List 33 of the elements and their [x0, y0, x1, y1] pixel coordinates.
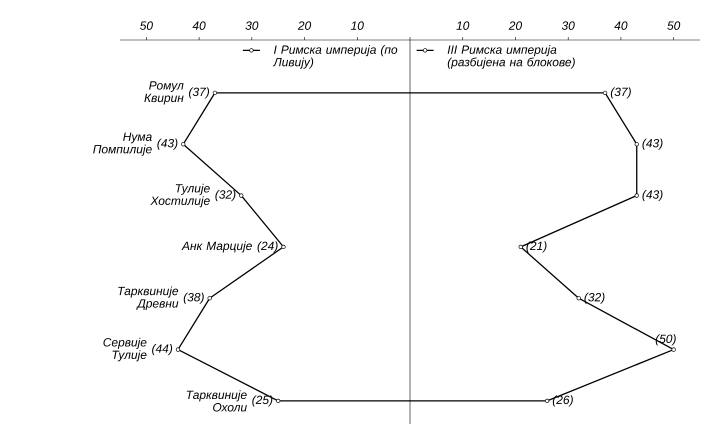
data-label: (32) — [215, 190, 236, 202]
x-tick-label: 30 — [245, 21, 258, 30]
data-label: (21) — [526, 241, 546, 252]
x-tick-label: 10 — [350, 21, 364, 30]
x-tick-label: 50 — [140, 21, 153, 30]
data-label: (44) — [152, 344, 172, 356]
y-tick-label: Тарквиније Древни — [118, 286, 178, 310]
data-label: (43) — [642, 190, 662, 202]
x-tick-label: 50 — [667, 21, 680, 30]
data-label: (24) — [258, 241, 278, 252]
data-label: (26) — [552, 395, 573, 406]
x-tick-label: 40 — [614, 21, 628, 30]
legend-label: III Римска империја (разбијена на блокове) — [448, 45, 575, 69]
x-tick-label: 40 — [192, 21, 206, 30]
y-tick-label: Анк Марције — [181, 241, 252, 252]
data-label: (32) — [584, 292, 604, 304]
data-label: (43) — [642, 138, 662, 150]
y-tick-label: Нума Помпилије — [93, 132, 152, 156]
x-tick-label: 10 — [456, 21, 470, 30]
y-tick-label: Тарквиније Охоли — [186, 390, 247, 412]
y-tick-label: Ромул Квирин — [144, 81, 184, 104]
legend-label: I Римска империја (по Ливију) — [272, 45, 398, 69]
data-label: (38) — [184, 292, 204, 304]
x-tick-label: 30 — [562, 21, 575, 30]
x-tick-label: 20 — [508, 21, 522, 30]
data-label: (37) — [189, 87, 210, 98]
data-label: (50) — [656, 334, 676, 346]
y-tick-label: Сервије Тулије — [103, 338, 146, 362]
data-label: (25) — [252, 395, 272, 406]
data-label: (43) — [157, 138, 178, 150]
data-label: (37) — [610, 87, 631, 98]
x-tick-label: 20 — [298, 21, 312, 30]
y-tick-label: Тулије Хостилије — [150, 184, 210, 208]
